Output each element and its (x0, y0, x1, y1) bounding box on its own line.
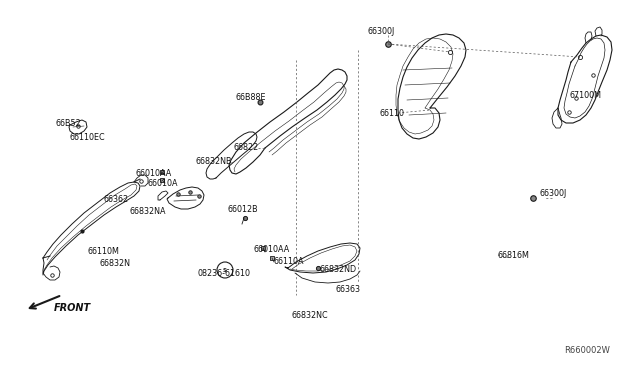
Text: 66832NB: 66832NB (196, 157, 232, 167)
Text: 67100M: 67100M (570, 90, 602, 99)
Text: R660002W: R660002W (564, 346, 610, 355)
Text: 66822: 66822 (234, 144, 259, 153)
Text: 66362: 66362 (104, 196, 129, 205)
Text: 66010AA: 66010AA (253, 244, 289, 253)
Text: 66832NA: 66832NA (130, 208, 166, 217)
Text: 66010AA: 66010AA (135, 169, 172, 177)
Text: 66816M: 66816M (497, 250, 529, 260)
Text: 66832N: 66832N (99, 259, 130, 267)
Text: 66300J: 66300J (540, 189, 567, 198)
Text: 66110A: 66110A (273, 257, 303, 266)
Text: 66110EC: 66110EC (70, 134, 106, 142)
Text: 66012B: 66012B (228, 205, 259, 215)
Text: 66832ND: 66832ND (320, 266, 357, 275)
Text: 66110: 66110 (380, 109, 405, 118)
Text: 66B52: 66B52 (55, 119, 81, 128)
Text: 66363: 66363 (335, 285, 360, 295)
Text: 66110M: 66110M (87, 247, 119, 257)
Text: 66010A: 66010A (148, 180, 179, 189)
Text: 66300J: 66300J (368, 28, 396, 36)
Text: 66832NC: 66832NC (292, 311, 328, 320)
Text: 66B88E: 66B88E (236, 93, 266, 103)
Text: FRONT: FRONT (54, 303, 91, 313)
Text: 08236-61610: 08236-61610 (197, 269, 250, 278)
Text: S: S (223, 267, 227, 273)
